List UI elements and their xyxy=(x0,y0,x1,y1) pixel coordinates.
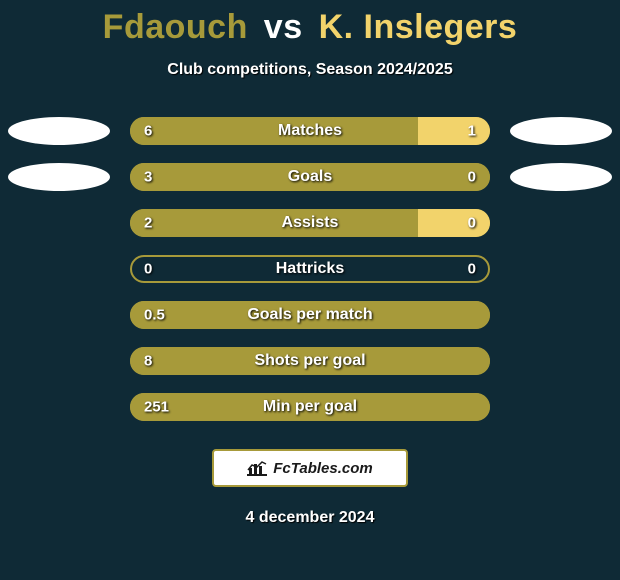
vs-separator: vs xyxy=(264,8,303,46)
badge-text: FcTables.com xyxy=(273,460,372,477)
source-badge: FcTables.com xyxy=(212,449,408,487)
bar-player1 xyxy=(130,347,490,375)
bar-zone: 30Goals xyxy=(130,163,490,191)
bar-zone: 0.5Goals per match xyxy=(130,301,490,329)
stat-row: 30Goals xyxy=(8,163,612,191)
player1-badge-oval xyxy=(8,117,110,145)
bar-player2 xyxy=(418,209,490,237)
bar-zone: 00Hattricks xyxy=(130,255,490,283)
player2-name: K. Inslegers xyxy=(319,8,518,46)
player1-badge-oval xyxy=(8,163,110,191)
subtitle: Club competitions, Season 2024/2025 xyxy=(0,61,620,79)
date-label: 4 december 2024 xyxy=(0,509,620,527)
bar-player1 xyxy=(130,209,418,237)
stat-row: 00Hattricks xyxy=(8,255,612,283)
page-title: Fdaouch vs K. Inslegers xyxy=(0,0,620,47)
bar-player1 xyxy=(130,301,490,329)
bar-zone: 251Min per goal xyxy=(130,393,490,421)
bar-outline xyxy=(130,255,490,283)
bar-player1 xyxy=(130,163,490,191)
stat-row: 251Min per goal xyxy=(8,393,612,421)
chart-icon xyxy=(247,460,267,476)
bar-player1 xyxy=(130,117,418,145)
stats-container: 61Matches 30Goals 20Assists 00Hattricks 0.5G… xyxy=(0,117,620,421)
bar-zone: 20Assists xyxy=(130,209,490,237)
bar-zone: 61Matches xyxy=(130,117,490,145)
bar-player2 xyxy=(418,117,490,145)
bar-player1 xyxy=(130,393,490,421)
stat-row: 61Matches xyxy=(8,117,612,145)
stat-row: 20Assists xyxy=(8,209,612,237)
stat-row: 8Shots per goal xyxy=(8,347,612,375)
player2-badge-oval xyxy=(510,117,612,145)
stat-row: 0.5Goals per match xyxy=(8,301,612,329)
player2-badge-oval xyxy=(510,163,612,191)
player1-name: Fdaouch xyxy=(103,8,248,46)
bar-zone: 8Shots per goal xyxy=(130,347,490,375)
